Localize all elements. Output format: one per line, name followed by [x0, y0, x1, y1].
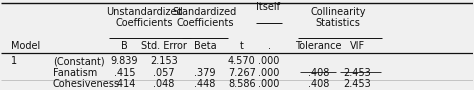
Text: 2.153: 2.153 — [150, 56, 178, 66]
Text: VIF: VIF — [350, 41, 365, 51]
Text: Unstandardized
Coefficients: Unstandardized Coefficients — [106, 7, 182, 28]
Text: .408: .408 — [308, 79, 329, 89]
Text: 2.453: 2.453 — [344, 79, 372, 89]
Text: Model: Model — [11, 41, 40, 51]
Text: 2.453: 2.453 — [344, 68, 372, 78]
Text: Tolerance: Tolerance — [295, 41, 342, 51]
Text: B: B — [121, 41, 128, 51]
Text: Beta: Beta — [193, 41, 216, 51]
Text: 4.570: 4.570 — [228, 56, 255, 66]
Text: .000: .000 — [258, 56, 280, 66]
Text: .414: .414 — [114, 79, 135, 89]
Text: Fanatism: Fanatism — [53, 68, 97, 78]
Text: .: . — [268, 41, 271, 51]
Text: .000: .000 — [258, 79, 280, 89]
Text: Cohesiveness: Cohesiveness — [53, 79, 119, 89]
Text: 8.586: 8.586 — [228, 79, 255, 89]
Text: .000: .000 — [258, 68, 280, 78]
Text: .048: .048 — [153, 79, 174, 89]
Text: .408: .408 — [308, 68, 329, 78]
Text: 7.267: 7.267 — [228, 68, 255, 78]
Text: .057: .057 — [153, 68, 174, 78]
Text: t: t — [240, 41, 244, 51]
Text: .415: .415 — [114, 68, 135, 78]
Text: Itself: Itself — [255, 2, 280, 12]
Text: .448: .448 — [194, 79, 216, 89]
Text: (Constant): (Constant) — [53, 56, 104, 66]
Text: Std. Error: Std. Error — [141, 41, 187, 51]
Text: 1: 1 — [11, 56, 17, 66]
Text: 9.839: 9.839 — [111, 56, 138, 66]
Text: .379: .379 — [194, 68, 216, 78]
Text: Collinearity
Statistics: Collinearity Statistics — [310, 7, 365, 28]
Text: Standardized
Coefficients: Standardized Coefficients — [173, 7, 237, 28]
